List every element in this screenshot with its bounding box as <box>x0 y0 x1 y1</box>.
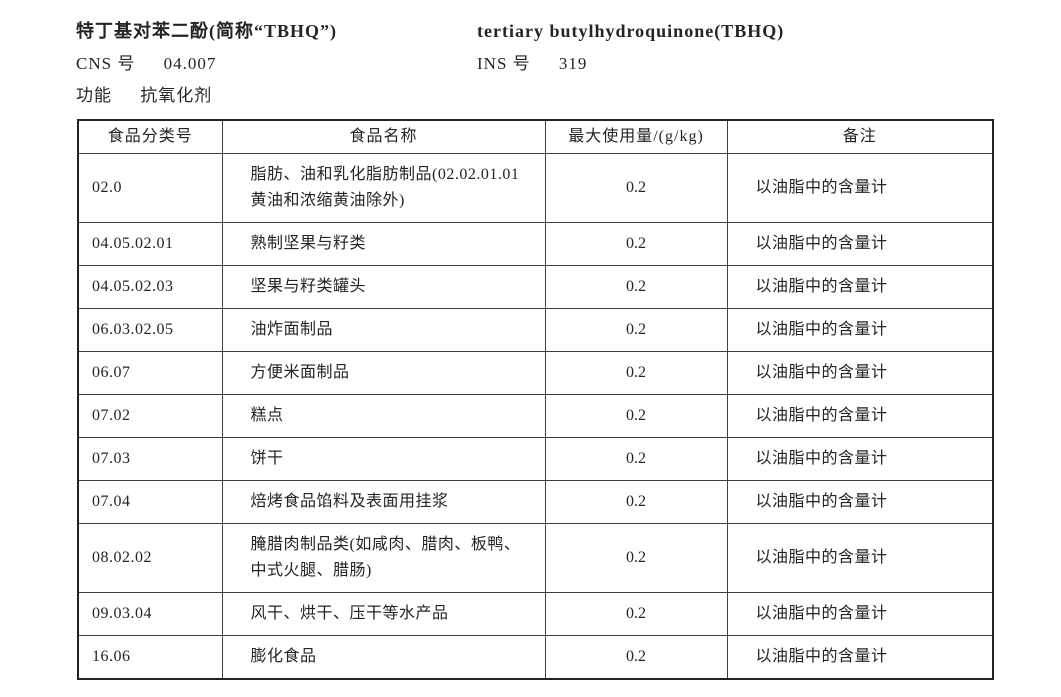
cell-food-name: 糕点 <box>221 393 546 438</box>
table-row: 07.04 焙烤食品馅料及表面用挂浆 0.2 以油脂中的含量计 <box>77 479 994 524</box>
table-row: 09.03.04 风干、烘干、压干等水产品 0.2 以油脂中的含量计 <box>77 591 994 636</box>
cell-food-name: 熟制坚果与籽类 <box>221 221 546 266</box>
cns-label: CNS 号 <box>76 54 136 73</box>
cell-food-name: 脂肪、油和乳化脂肪制品(02.02.01.01 黄油和浓缩黄油除外) <box>221 152 546 223</box>
column-header-remark: 备注 <box>726 119 994 154</box>
cns-value: 04.007 <box>163 54 217 73</box>
cell-category-code: 09.03.04 <box>77 591 223 636</box>
table-row: 16.06 膨化食品 0.2 以油脂中的含量计 <box>77 634 994 679</box>
ins-label: INS 号 <box>477 54 531 73</box>
cell-remark: 以油脂中的含量计 <box>726 307 994 352</box>
cell-category-code: 04.05.02.01 <box>77 221 223 266</box>
cell-remark: 以油脂中的含量计 <box>726 221 994 266</box>
cell-max-usage: 0.2 <box>544 152 728 223</box>
cell-max-usage: 0.2 <box>544 264 728 309</box>
cell-category-code: 04.05.02.03 <box>77 264 223 309</box>
cell-category-code: 06.07 <box>77 350 223 395</box>
cell-category-code: 08.02.02 <box>77 522 223 593</box>
cell-max-usage: 0.2 <box>544 436 728 481</box>
column-header-max-usage: 最大使用量/(g/kg) <box>544 119 728 154</box>
cell-food-name: 焙烤食品馅料及表面用挂浆 <box>221 479 546 524</box>
table-row: 02.0 脂肪、油和乳化脂肪制品(02.02.01.01 黄油和浓缩黄油除外) … <box>77 152 994 223</box>
table-row: 06.07 方便米面制品 0.2 以油脂中的含量计 <box>77 350 994 395</box>
cell-food-name: 饼干 <box>221 436 546 481</box>
cell-remark: 以油脂中的含量计 <box>726 634 994 679</box>
column-header-category-code: 食品分类号 <box>77 119 223 154</box>
cell-category-code: 06.03.02.05 <box>77 307 223 352</box>
cell-max-usage: 0.2 <box>544 634 728 679</box>
cell-remark: 以油脂中的含量计 <box>726 479 994 524</box>
cell-max-usage: 0.2 <box>544 393 728 438</box>
cell-category-code: 16.06 <box>77 634 223 679</box>
cell-food-name: 风干、烘干、压干等水产品 <box>221 591 546 636</box>
additive-title-cn: 特丁基对苯二酚(简称“TBHQ”) <box>76 21 338 41</box>
cell-max-usage: 0.2 <box>544 221 728 266</box>
table-body: 02.0 脂肪、油和乳化脂肪制品(02.02.01.01 黄油和浓缩黄油除外) … <box>77 152 994 679</box>
cell-remark: 以油脂中的含量计 <box>726 522 994 593</box>
additive-title-en: tertiary butylhydroquinone(TBHQ) <box>477 21 785 41</box>
function-label: 功能 <box>76 86 112 105</box>
cell-category-code: 07.02 <box>77 393 223 438</box>
cell-food-name: 腌腊肉制品类(如咸肉、腊肉、板鸭、中式火腿、腊肠) <box>221 522 546 593</box>
header-left-column: 特丁基对苯二酚(简称“TBHQ”) CNS 号 04.007 功能 抗氧化剂 <box>76 21 337 118</box>
cell-max-usage: 0.2 <box>544 307 728 352</box>
cell-remark: 以油脂中的含量计 <box>726 350 994 395</box>
table-row: 08.02.02 腌腊肉制品类(如咸肉、腊肉、板鸭、中式火腿、腊肠) 0.2 以… <box>77 522 994 593</box>
table-row: 04.05.02.01 熟制坚果与籽类 0.2 以油脂中的含量计 <box>77 221 994 266</box>
table-row: 04.05.02.03 坚果与籽类罐头 0.2 以油脂中的含量计 <box>77 264 994 309</box>
table-row: 06.03.02.05 油炸面制品 0.2 以油脂中的含量计 <box>77 307 994 352</box>
cell-max-usage: 0.2 <box>544 522 728 593</box>
cell-remark: 以油脂中的含量计 <box>726 393 994 438</box>
cell-remark: 以油脂中的含量计 <box>726 152 994 223</box>
function-value: 抗氧化剂 <box>140 86 213 105</box>
table-row: 07.03 饼干 0.2 以油脂中的含量计 <box>77 436 994 481</box>
ins-value: 319 <box>558 54 588 73</box>
ins-line: INS 号 319 <box>477 54 784 86</box>
cell-max-usage: 0.2 <box>544 479 728 524</box>
function-line: 功能 抗氧化剂 <box>76 86 337 118</box>
cell-max-usage: 0.2 <box>544 350 728 395</box>
cns-line: CNS 号 04.007 <box>76 54 337 86</box>
document-header: 特丁基对苯二酚(简称“TBHQ”) CNS 号 04.007 功能 抗氧化剂 t… <box>0 0 1061 119</box>
table-header: 食品分类号 食品名称 最大使用量/(g/kg) 备注 <box>77 119 994 154</box>
cell-category-code: 07.03 <box>77 436 223 481</box>
cell-food-name: 坚果与籽类罐头 <box>221 264 546 309</box>
cell-remark: 以油脂中的含量计 <box>726 436 994 481</box>
cell-remark: 以油脂中的含量计 <box>726 264 994 309</box>
cell-category-code: 02.0 <box>77 152 223 223</box>
table-row: 07.02 糕点 0.2 以油脂中的含量计 <box>77 393 994 438</box>
cell-food-name: 方便米面制品 <box>221 350 546 395</box>
cell-max-usage: 0.2 <box>544 591 728 636</box>
header-right-column: tertiary butylhydroquinone(TBHQ) INS 号 3… <box>477 21 784 86</box>
max-usage-table: 食品分类号 食品名称 最大使用量/(g/kg) 备注 02.0 脂肪、油和乳化脂… <box>77 119 994 680</box>
cell-food-name: 油炸面制品 <box>221 307 546 352</box>
column-header-food-name: 食品名称 <box>221 119 546 154</box>
cell-category-code: 07.04 <box>77 479 223 524</box>
cell-food-name: 膨化食品 <box>221 634 546 679</box>
cell-remark: 以油脂中的含量计 <box>726 591 994 636</box>
table-header-row: 食品分类号 食品名称 最大使用量/(g/kg) 备注 <box>77 119 994 154</box>
